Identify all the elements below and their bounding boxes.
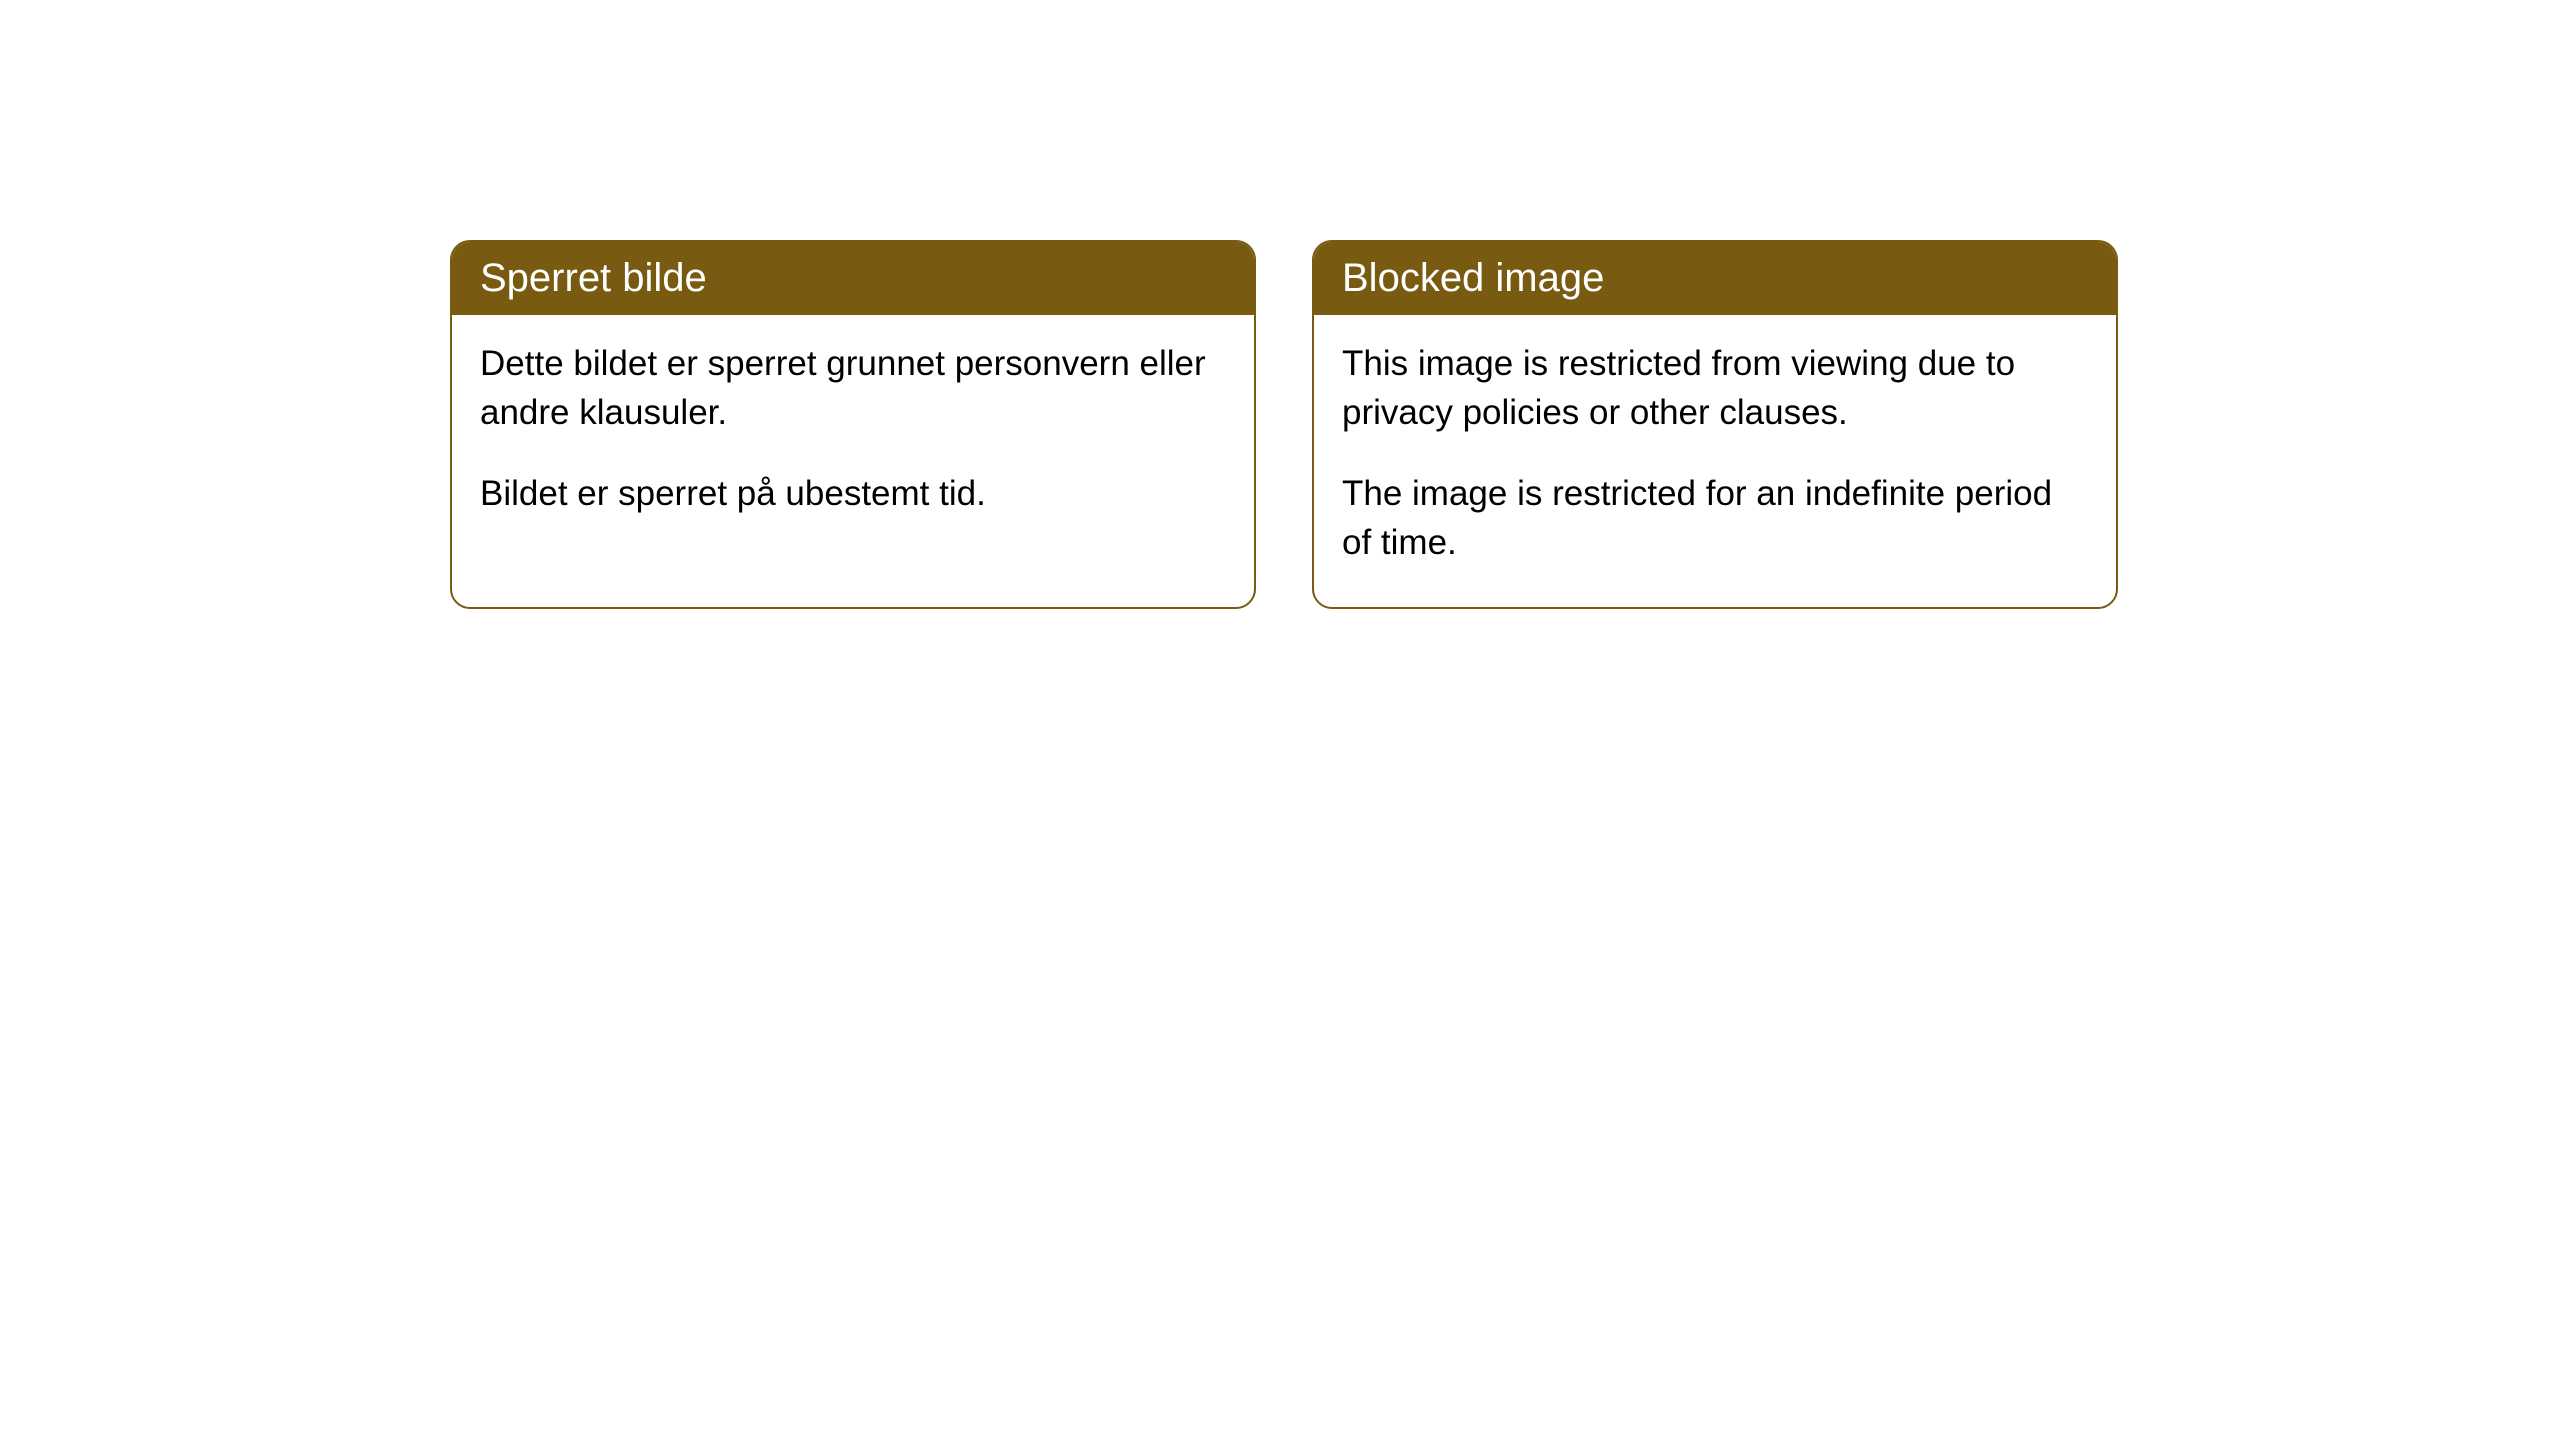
card-paragraph: The image is restricted for an indefinit…	[1342, 469, 2088, 567]
card-header-english: Blocked image	[1314, 242, 2116, 315]
card-header-norwegian: Sperret bilde	[452, 242, 1254, 315]
notice-card-english: Blocked image This image is restricted f…	[1312, 240, 2118, 609]
notice-card-norwegian: Sperret bilde Dette bildet er sperret gr…	[450, 240, 1256, 609]
card-paragraph: Dette bildet er sperret grunnet personve…	[480, 339, 1226, 437]
card-title: Blocked image	[1342, 256, 1604, 300]
card-paragraph: Bildet er sperret på ubestemt tid.	[480, 469, 1226, 518]
card-body-english: This image is restricted from viewing du…	[1314, 315, 2116, 607]
card-paragraph: This image is restricted from viewing du…	[1342, 339, 2088, 437]
notice-cards-container: Sperret bilde Dette bildet er sperret gr…	[0, 0, 2560, 609]
card-body-norwegian: Dette bildet er sperret grunnet personve…	[452, 315, 1254, 558]
card-title: Sperret bilde	[480, 256, 707, 300]
